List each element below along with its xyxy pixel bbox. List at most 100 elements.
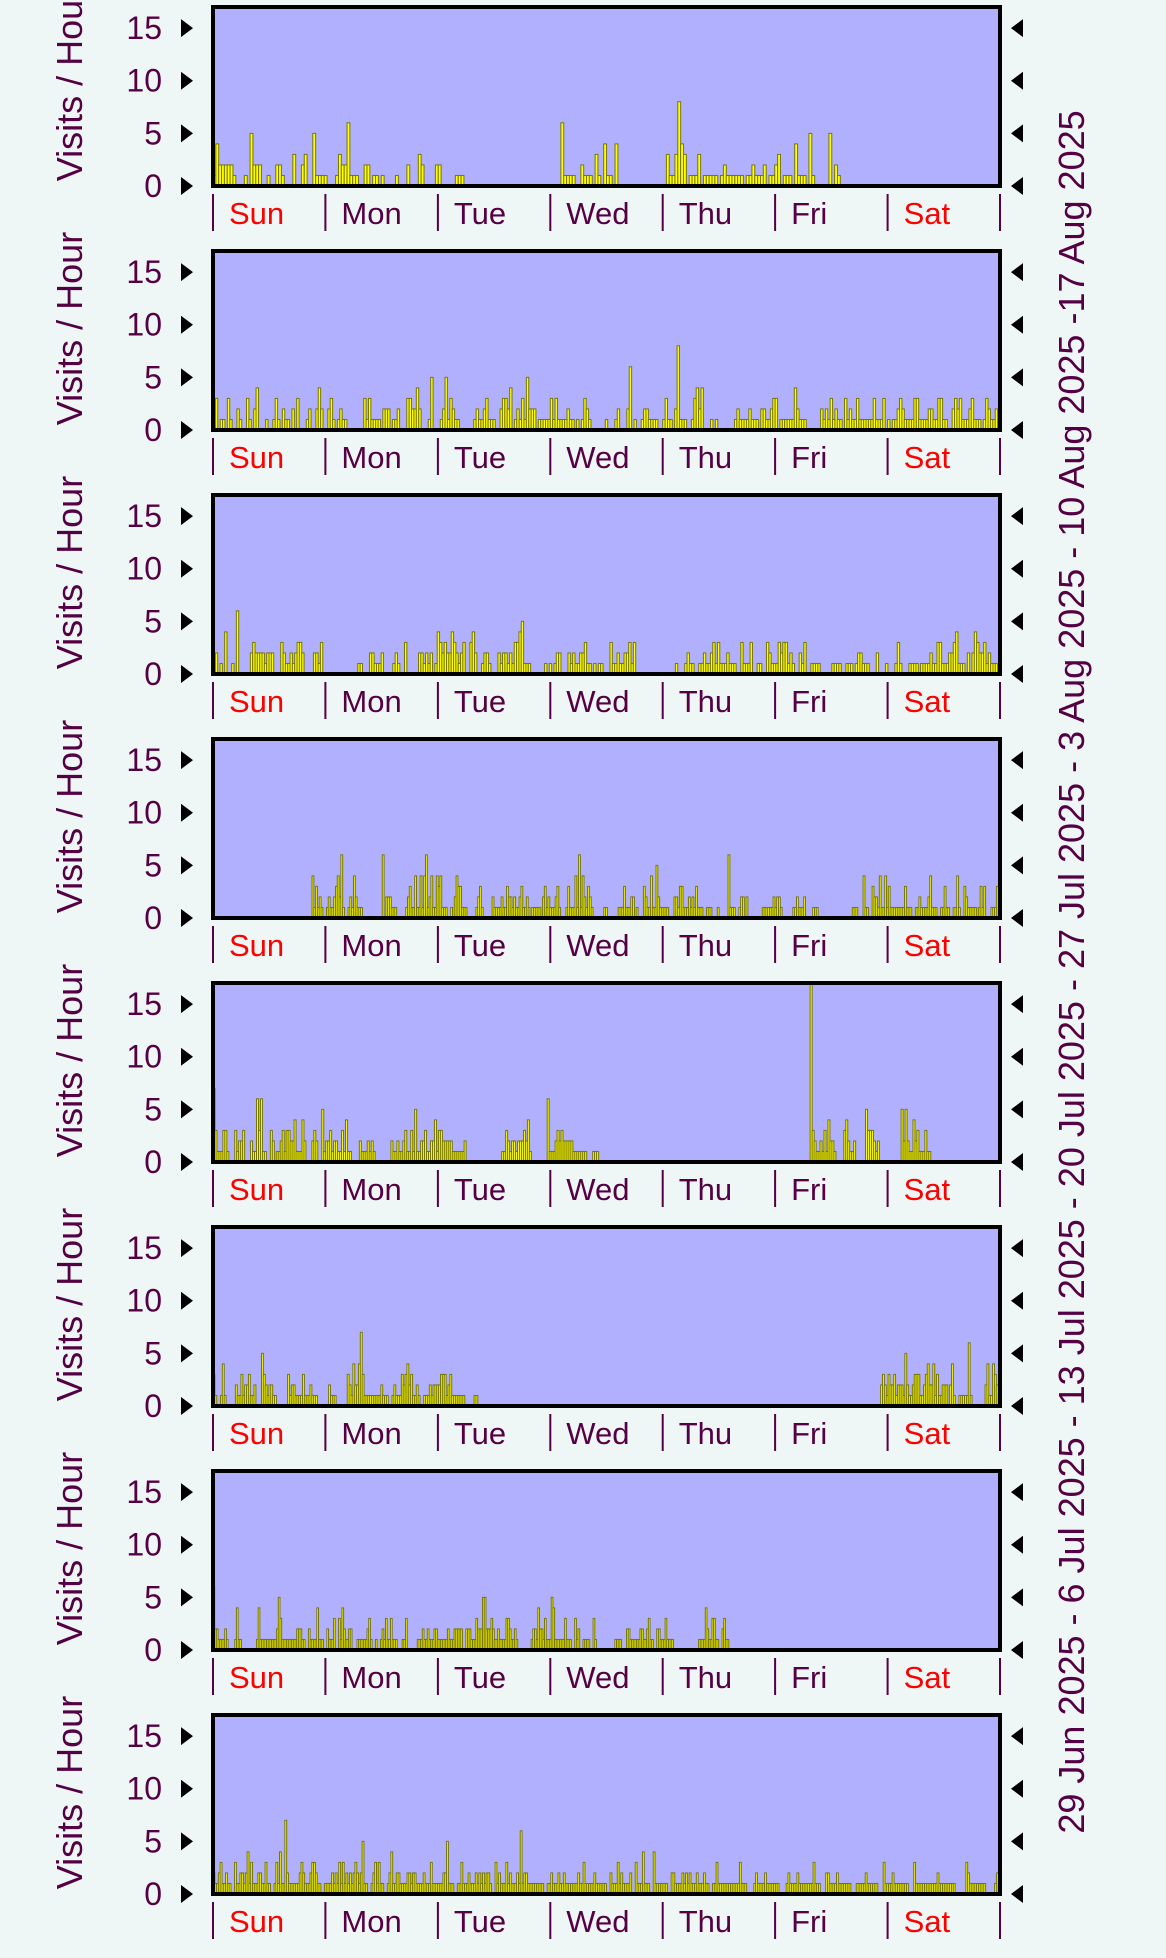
day-label-wed: Wed: [566, 1416, 629, 1451]
bar: [616, 408, 621, 431]
day-label-fri: Fri: [791, 196, 827, 231]
plot-area: [213, 739, 1000, 918]
bar: [762, 164, 767, 187]
bar: [315, 1140, 319, 1163]
bar: [405, 1617, 408, 1651]
y-tick-marker-right: [1011, 124, 1023, 143]
y-tick-marker-right: [1011, 559, 1023, 578]
day-label-tue: Tue: [454, 1416, 506, 1451]
day-label-tue: Tue: [454, 1172, 506, 1207]
bar: [509, 387, 513, 431]
y-tick-marker-right: [1011, 315, 1023, 334]
bar: [966, 652, 971, 675]
bar: [533, 408, 537, 431]
day-label-sun: Sun: [229, 928, 284, 963]
day-label-wed: Wed: [566, 1660, 629, 1695]
day-label-sat: Sat: [904, 1904, 951, 1939]
bar: [319, 641, 324, 675]
day-label-sat: Sat: [904, 928, 951, 963]
y-tick-marker-left: [181, 1047, 193, 1066]
bar: [235, 610, 240, 675]
day-label-mon: Mon: [341, 1904, 401, 1939]
date-range-label: 29 Jun 2025 - 6 Jul 2025 - 13 Jul 2025 -…: [1051, 110, 1092, 1833]
day-label-thu: Thu: [679, 1172, 732, 1207]
y-tick-label: 0: [144, 412, 162, 448]
day-label-thu: Thu: [679, 1904, 732, 1939]
day-label-tue: Tue: [454, 196, 506, 231]
day-label-mon: Mon: [341, 684, 401, 719]
y-tick-label: 10: [126, 1039, 162, 1075]
week-panel-5: 0 5 10 15 Visits / Hour Sun Mon Tue Wed Thu Fri Sat: [49, 1208, 1023, 1451]
y-tick-marker-right: [1011, 1239, 1023, 1258]
y-tick-marker-right: [1011, 1483, 1023, 1502]
y-tick-label: 0: [144, 656, 162, 692]
plot-area: [213, 251, 1000, 430]
bar: [214, 652, 219, 675]
y-tick-marker-left: [181, 909, 193, 927]
y-tick-label: 0: [144, 1388, 162, 1424]
day-label-wed: Wed: [566, 196, 629, 231]
day-label-sun: Sun: [229, 1660, 284, 1695]
day-label-mon: Mon: [341, 1172, 401, 1207]
y-tick-marker-left: [181, 1535, 193, 1554]
bars-group: [212, 982, 932, 1163]
bar: [577, 1628, 581, 1651]
day-label-wed: Wed: [566, 440, 629, 475]
y-axis-label: Visits / Hour: [49, 964, 90, 1157]
y-axis-label: Visits / Hour: [49, 476, 90, 669]
bar: [406, 164, 411, 187]
y-tick-label: 0: [144, 168, 162, 204]
y-tick-marker-left: [181, 1641, 193, 1659]
bar: [614, 143, 619, 187]
y-tick-marker-left: [181, 995, 193, 1014]
day-label-wed: Wed: [566, 684, 629, 719]
y-tick-label: 0: [144, 1144, 162, 1180]
y-tick-label: 10: [126, 307, 162, 343]
y-tick-marker-right: [1011, 1153, 1023, 1171]
bar: [628, 366, 633, 431]
bar: [682, 153, 687, 187]
y-tick-marker-left: [181, 263, 193, 282]
plot-frame: [211, 1225, 1002, 1408]
day-label-sun: Sun: [229, 1416, 284, 1451]
y-axis-label: Visits / Hour: [49, 1452, 90, 1645]
day-label-fri: Fri: [791, 440, 827, 475]
day-label-sat: Sat: [904, 1172, 951, 1207]
y-tick-marker-left: [181, 1588, 193, 1607]
day-label-tue: Tue: [454, 684, 506, 719]
bar: [749, 641, 753, 675]
day-label-thu: Thu: [679, 1660, 732, 1695]
bar: [632, 896, 635, 919]
day-label-wed: Wed: [566, 1904, 629, 1939]
bar: [430, 376, 434, 431]
day-label-mon: Mon: [341, 928, 401, 963]
y-tick-marker-right: [1011, 1100, 1023, 1119]
y-tick-marker-right: [1011, 19, 1023, 38]
bar: [303, 153, 308, 187]
y-tick-label: 15: [126, 742, 162, 778]
bar: [876, 1140, 880, 1163]
y-tick-label: 0: [144, 900, 162, 936]
y-axis-label: Visits / Hour: [49, 0, 90, 181]
day-label-fri: Fri: [791, 684, 827, 719]
week-panel-0: 0 5 10 15 Visits / Hour Sun Mon Tue Wed Thu Fri Sat: [49, 0, 1023, 231]
y-tick-marker-left: [181, 1483, 193, 1502]
y-tick-marker-right: [1011, 803, 1023, 822]
y-tick-marker-right: [1011, 1832, 1023, 1851]
bar: [700, 387, 704, 431]
y-tick-marker-left: [181, 177, 193, 195]
y-tick-label: 5: [144, 847, 162, 883]
y-tick-label: 5: [144, 1823, 162, 1859]
y-tick-marker-right: [1011, 71, 1023, 90]
bar: [301, 652, 305, 675]
bar: [224, 631, 228, 675]
y-tick-marker-right: [1011, 1885, 1023, 1903]
plot-frame: [211, 1713, 1002, 1896]
y-tick-label: 10: [126, 63, 162, 99]
y-tick-marker-left: [181, 19, 193, 38]
y-tick-marker-left: [181, 368, 193, 387]
bar: [882, 397, 886, 431]
day-label-sat: Sat: [904, 1660, 951, 1695]
y-tick-marker-right: [1011, 507, 1023, 526]
